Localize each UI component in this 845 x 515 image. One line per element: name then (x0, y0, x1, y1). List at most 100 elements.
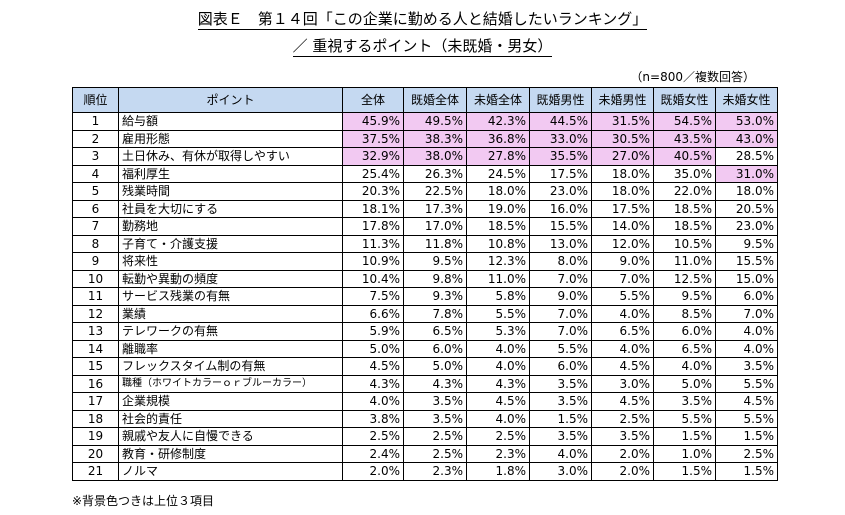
value-cell: 42.3% (466, 112, 530, 131)
point-cell: 親戚や友人に自慢できる (118, 427, 343, 446)
point-cell: 雇用形態 (118, 129, 343, 148)
value-cell: 5.5% (466, 304, 530, 323)
rank-cell: 11 (72, 287, 119, 306)
value-cell: 27.0% (591, 147, 654, 166)
table-row: 4 福利厚生 25.4% 26.3% 24.5% 17.5% 18.0% 35.0% 31.0% (72, 164, 778, 183)
value-cell: 9.5% (715, 234, 778, 253)
value-cell: 4.3% (466, 374, 530, 393)
value-cell: 28.5% (715, 147, 778, 166)
value-cell: 2.5% (466, 427, 530, 446)
value-cell: 4.3% (342, 374, 404, 393)
rank-cell: 12 (72, 304, 119, 323)
point-cell: 将来性 (118, 252, 343, 271)
point-cell: 子育て・介護支援 (118, 234, 343, 253)
footnote: ※背景色つきは上位３項目 (72, 494, 215, 508)
value-cell: 9.5% (403, 252, 467, 271)
value-cell: 23.0% (715, 217, 778, 236)
value-cell: 4.0% (529, 444, 592, 463)
table-row: 9 将来性 10.9% 9.5% 12.3% 8.0% 9.0% 11.0% 15.5% (72, 252, 778, 271)
point-cell: 社員を大切にする (118, 199, 343, 218)
value-cell: 38.3% (403, 129, 467, 148)
table-row: 12 業績 6.6% 7.8% 5.5% 7.0% 4.0% 8.5% 7.0% (72, 304, 778, 323)
table-row: 14 離職率 5.0% 6.0% 4.0% 5.5% 4.0% 6.5% 4.0% (72, 339, 778, 358)
value-cell: 2.0% (591, 444, 654, 463)
value-cell: 24.5% (466, 164, 530, 183)
value-cell: 2.5% (715, 444, 778, 463)
value-cell: 11.0% (466, 269, 530, 288)
column-header: 既婚男性 (529, 87, 592, 113)
value-cell: 32.9% (342, 147, 404, 166)
table-row: 15 フレックスタイム制の有無 4.5% 5.0% 4.0% 6.0% 4.5% 4.0% 3.… (72, 357, 778, 376)
table-header-row: 順位 ポイント 全体 既婚全体 未婚全体 既婚男性 未婚男性 既婚女性 未婚女性 (72, 87, 778, 113)
value-cell: 3.5% (403, 392, 467, 411)
value-cell: 12.5% (653, 269, 716, 288)
value-cell: 17.8% (342, 217, 404, 236)
value-cell: 4.0% (466, 409, 530, 428)
point-cell: サービス残業の有無 (118, 287, 343, 306)
value-cell: 6.5% (653, 339, 716, 358)
table-row: 16 職種（ホワイトカラーｏｒブルーカラー） 4.3% 4.3% 4.3% 3.5% 3.0… (72, 374, 778, 393)
rank-cell: 5 (72, 182, 119, 201)
point-cell: 福利厚生 (118, 164, 343, 183)
value-cell: 17.5% (529, 164, 592, 183)
value-cell: 12.3% (466, 252, 530, 271)
value-cell: 6.0% (529, 357, 592, 376)
value-cell: 2.4% (342, 444, 404, 463)
value-cell: 5.0% (653, 374, 716, 393)
value-cell: 2.5% (403, 444, 467, 463)
value-cell: 10.9% (342, 252, 404, 271)
sample-note: （n=800／複数回答） (630, 70, 755, 84)
rank-cell: 10 (72, 269, 119, 288)
value-cell: 35.0% (653, 164, 716, 183)
value-cell: 1.5% (653, 462, 716, 481)
table-row: 3 土日休み、有休が取得しやすい 32.9% 38.0% 27.8% 35.5% 27.0%… (72, 147, 778, 166)
value-cell: 10.5% (653, 234, 716, 253)
table-row: 13 テレワークの有無 5.9% 6.5% 5.3% 7.0% 6.5% 6.0% 4.0% (72, 322, 778, 341)
value-cell: 7.0% (529, 269, 592, 288)
value-cell: 5.0% (403, 357, 467, 376)
table-row: 5 残業時間 20.3% 22.5% 18.0% 23.0% 18.0% 22.0% 18.0% (72, 182, 778, 201)
value-cell: 43.5% (653, 129, 716, 148)
rank-cell: 2 (72, 129, 119, 148)
value-cell: 5.5% (653, 409, 716, 428)
value-cell: 4.5% (342, 357, 404, 376)
value-cell: 7.0% (715, 304, 778, 323)
value-cell: 4.0% (715, 339, 778, 358)
rank-cell: 17 (72, 392, 119, 411)
value-cell: 4.5% (715, 392, 778, 411)
value-cell: 10.8% (466, 234, 530, 253)
value-cell: 25.4% (342, 164, 404, 183)
value-cell: 38.0% (403, 147, 467, 166)
table-row: 2 雇用形態 37.5% 38.3% 36.8% 33.0% 30.5% 43.5% 43.0% (72, 129, 778, 148)
value-cell: 5.5% (591, 287, 654, 306)
value-cell: 2.3% (466, 444, 530, 463)
value-cell: 2.0% (342, 462, 404, 481)
value-cell: 4.3% (403, 374, 467, 393)
report-subtitle: ／ 重視するポイント（未既婚・男女） (292, 37, 553, 57)
point-cell: 勤務地 (118, 217, 343, 236)
value-cell: 5.8% (466, 287, 530, 306)
value-cell: 2.5% (403, 427, 467, 446)
value-cell: 4.0% (715, 322, 778, 341)
value-cell: 33.0% (529, 129, 592, 148)
rank-cell: 21 (72, 462, 119, 481)
point-cell: 教育・研修制度 (118, 444, 343, 463)
value-cell: 8.0% (529, 252, 592, 271)
value-cell: 9.0% (529, 287, 592, 306)
value-cell: 19.0% (466, 199, 530, 218)
rank-cell: 1 (72, 112, 119, 131)
value-cell: 11.0% (653, 252, 716, 271)
value-cell: 18.0% (591, 182, 654, 201)
value-cell: 10.4% (342, 269, 404, 288)
rank-cell: 8 (72, 234, 119, 253)
value-cell: 22.5% (403, 182, 467, 201)
value-cell: 6.0% (715, 287, 778, 306)
value-cell: 6.6% (342, 304, 404, 323)
value-cell: 18.0% (591, 164, 654, 183)
value-cell: 22.0% (653, 182, 716, 201)
value-cell: 14.0% (591, 217, 654, 236)
value-cell: 23.0% (529, 182, 592, 201)
table-row: 11 サービス残業の有無 7.5% 9.3% 5.8% 9.0% 5.5% 9.5% 6.0% (72, 287, 778, 306)
value-cell: 54.5% (653, 112, 716, 131)
value-cell: 44.5% (529, 112, 592, 131)
